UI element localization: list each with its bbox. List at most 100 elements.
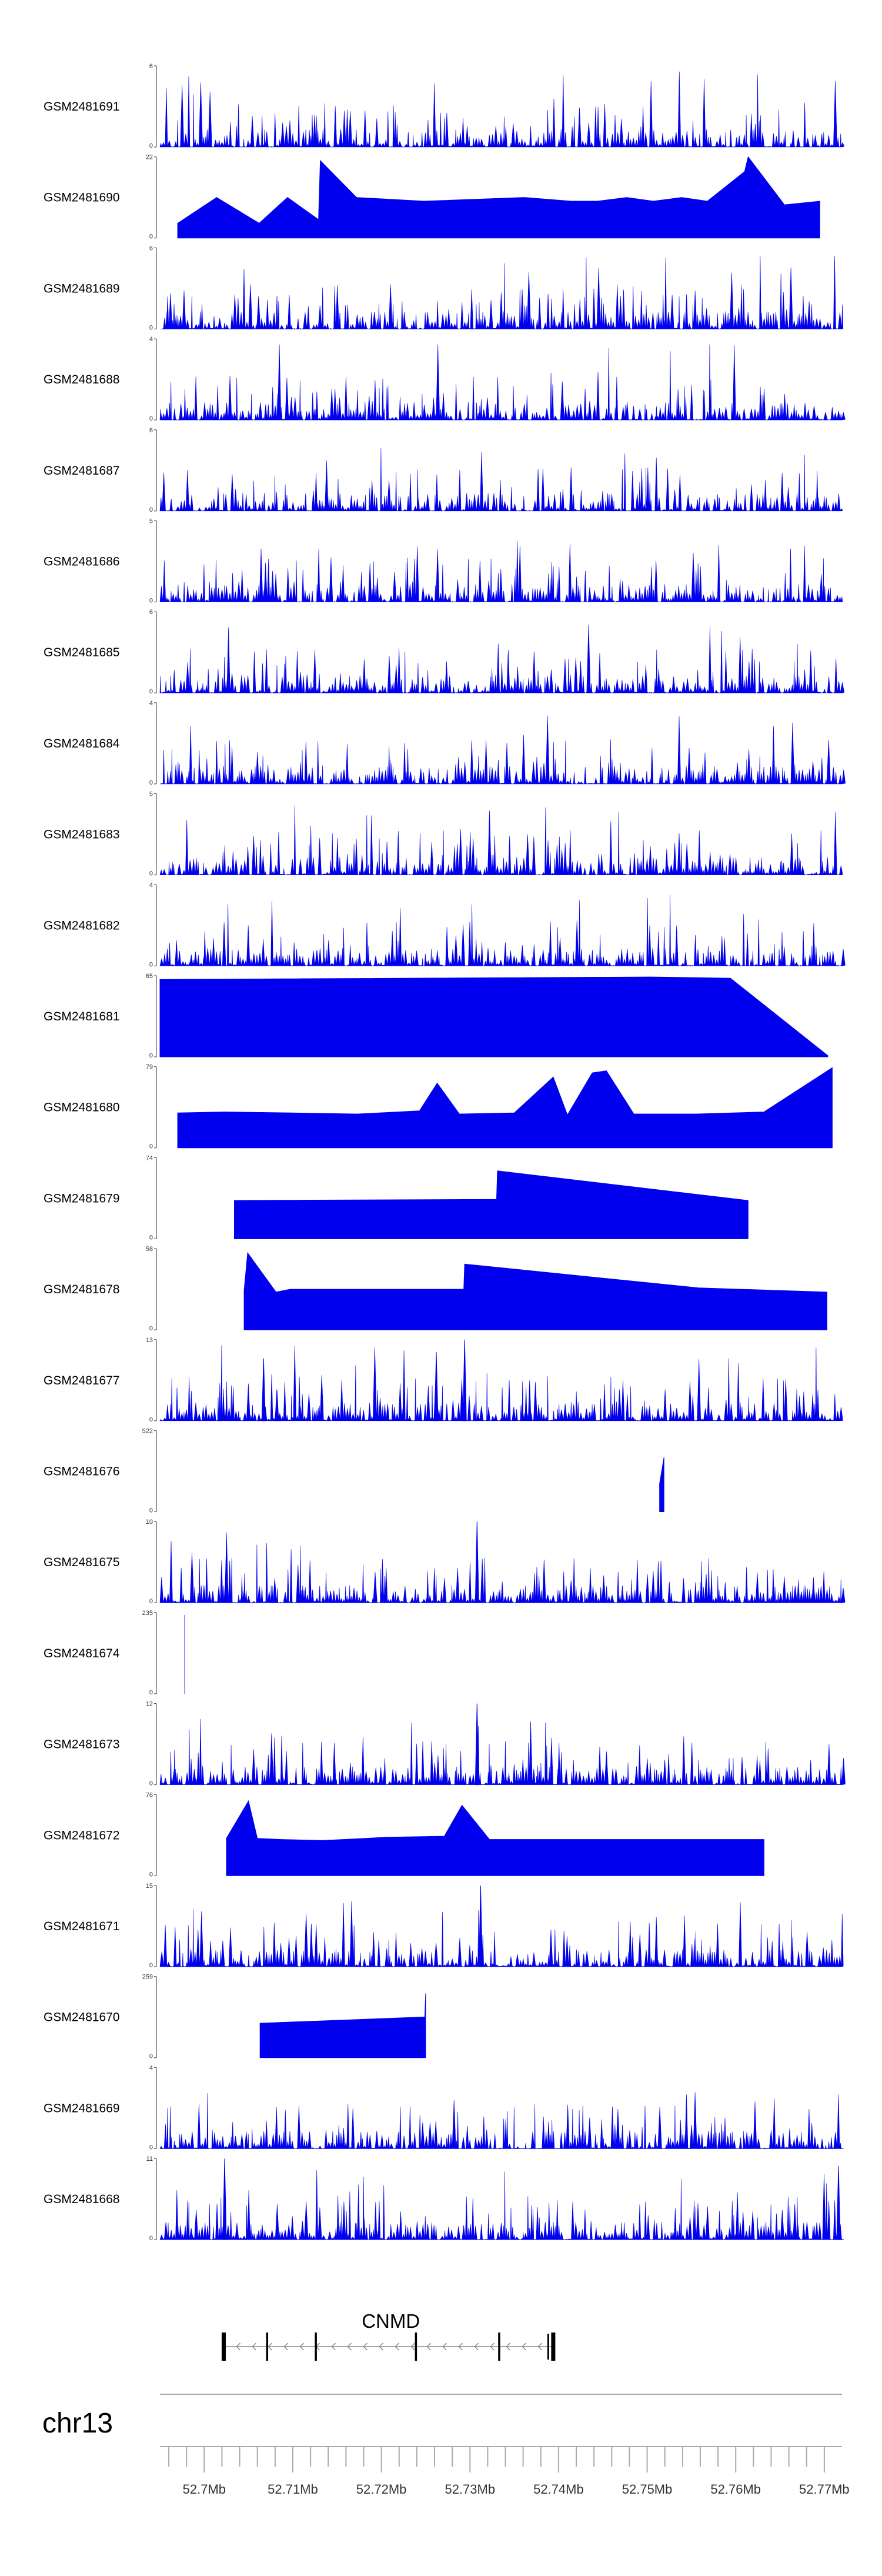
strand-arrow <box>442 2343 447 2351</box>
strand-arrow <box>283 2343 288 2351</box>
track-y-zero-label: 0 <box>149 506 153 513</box>
coverage-area <box>159 1532 846 1603</box>
coverage-area <box>159 895 846 966</box>
track-sample-label: GSM2481672 <box>44 1828 120 1842</box>
coverage-spike <box>475 1703 479 1786</box>
strand-arrow <box>426 2343 431 2351</box>
coverage-track: GSM2481669 4 0 <box>44 2064 845 2151</box>
track-y-max-label: 5 <box>149 791 153 798</box>
coverage-track: GSM2481680 79 0 <box>44 1064 833 1150</box>
track-y-max-label: 12 <box>146 1701 153 1708</box>
strand-arrow <box>506 2343 510 2351</box>
coverage-track: GSM2481675 10 0 <box>44 1519 846 1605</box>
strand-arrow <box>236 2343 240 2351</box>
chromosome-label: chr13 <box>42 2408 113 2439</box>
track-y-zero-label: 0 <box>149 1143 153 1150</box>
strand-arrow <box>299 2343 304 2351</box>
gene-exon <box>415 2333 417 2361</box>
track-y-max-label: 4 <box>149 336 153 343</box>
track-sample-label: GSM2481670 <box>44 2011 120 2024</box>
coverage-area <box>160 715 846 785</box>
coverage-spike <box>434 1352 439 1422</box>
strand-arrow <box>379 2343 383 2351</box>
track-y-max-label: 4 <box>149 2064 153 2071</box>
track-sample-label: GSM2481671 <box>44 1920 120 1933</box>
track-sample-label: GSM2481683 <box>44 828 120 842</box>
track-y-max-label: 22 <box>146 154 153 161</box>
coverage-area <box>177 156 820 239</box>
coverage-track: GSM2481671 15 0 <box>44 1883 844 1969</box>
track-y-zero-label: 0 <box>149 233 153 241</box>
track-y-zero-label: 0 <box>149 598 153 605</box>
coverage-spike <box>222 2158 227 2240</box>
track-sample-label: GSM2481687 <box>44 464 120 478</box>
coverage-track: GSM2481676 522 0 <box>44 1428 664 1514</box>
coverage-track: GSM2481690 22 0 <box>44 154 820 241</box>
strand-arrow <box>331 2343 336 2351</box>
strand-arrow <box>474 2343 479 2351</box>
track-y-max-label: 259 <box>142 1974 153 1981</box>
coverage-area <box>159 1345 843 1422</box>
strand-arrow <box>395 2343 399 2351</box>
coverage-area <box>159 2092 845 2149</box>
track-y-max-label: 5 <box>149 518 153 525</box>
coverage-track: GSM2481691 6 0 <box>44 63 845 149</box>
coverage-area <box>177 1067 833 1149</box>
genome-axis: chr13 52.7Mb 52.71Mb 52.72Mb 52.73Mb 52.74Mb… <box>42 2394 850 2497</box>
gene-exon <box>266 2333 269 2361</box>
track-sample-label: GSM2481669 <box>44 2101 120 2115</box>
axis-tick-label: 52.75Mb <box>622 2482 673 2497</box>
track-y-zero-label: 0 <box>149 1325 153 1332</box>
track-y-zero-label: 0 <box>149 2144 153 2151</box>
coverage-spike <box>275 1389 279 1422</box>
coverage-area <box>159 1901 844 1967</box>
axis-tick-label: 52.74Mb <box>533 2482 584 2497</box>
track-y-zero-label: 0 <box>149 1780 153 1787</box>
coverage-track: GSM2481682 4 0 <box>44 882 846 968</box>
track-sample-label: GSM2481684 <box>44 737 120 750</box>
track-y-max-label: 522 <box>142 1428 153 1435</box>
axis-tick-label: 52.72Mb <box>356 2482 407 2497</box>
gene-exon <box>498 2333 500 2361</box>
gene-exon <box>221 2333 226 2361</box>
coverage-area <box>159 806 843 876</box>
track-y-zero-label: 0 <box>149 1598 153 1605</box>
track-y-max-label: 6 <box>149 609 153 616</box>
coverage-area <box>259 1993 426 2058</box>
axis-tick-label: 52.77Mb <box>799 2482 850 2497</box>
track-y-max-label: 4 <box>149 700 153 707</box>
track-sample-label: GSM2481677 <box>44 1374 120 1387</box>
gene-exon <box>547 2334 549 2360</box>
track-y-zero-label: 0 <box>149 142 153 149</box>
coverage-area <box>234 1170 749 1239</box>
track-sample-label: GSM2481685 <box>44 646 120 659</box>
track-y-max-label: 10 <box>146 1519 153 1526</box>
coverage-spike <box>475 1521 479 1603</box>
track-y-zero-label: 0 <box>149 1052 153 1059</box>
coverage-area <box>659 1457 664 1512</box>
track-sample-label: GSM2481686 <box>44 555 120 569</box>
coverage-track: GSM2481672 76 0 <box>44 1791 764 1878</box>
coverage-track: GSM2481688 4 0 <box>44 336 846 422</box>
strand-arrow <box>458 2343 463 2351</box>
track-y-max-label: 6 <box>149 245 153 252</box>
track-sample-label: GSM2481679 <box>44 1192 120 1205</box>
coverage-area <box>159 541 843 603</box>
track-y-zero-label: 0 <box>149 688 153 695</box>
coverage-spike <box>478 1885 483 1967</box>
track-y-max-label: 79 <box>146 1064 153 1071</box>
coverage-area <box>159 448 843 512</box>
track-y-zero-label: 0 <box>149 1416 153 1423</box>
track-y-zero-label: 0 <box>149 2053 153 2060</box>
coverage-track: GSM2481689 6 0 <box>44 245 844 331</box>
track-y-zero-label: 0 <box>149 1507 153 1514</box>
gene-exon <box>315 2333 317 2361</box>
track-y-zero-label: 0 <box>149 1234 153 1241</box>
track-sample-label: GSM2481668 <box>44 2193 120 2206</box>
track-sample-label: GSM2481682 <box>44 919 120 932</box>
track-y-max-label: 6 <box>149 427 153 434</box>
coverage-area <box>226 1800 764 1876</box>
coverage-area <box>159 1719 846 1786</box>
track-sample-label: GSM2481680 <box>44 1101 120 1115</box>
strand-arrow <box>252 2343 256 2351</box>
